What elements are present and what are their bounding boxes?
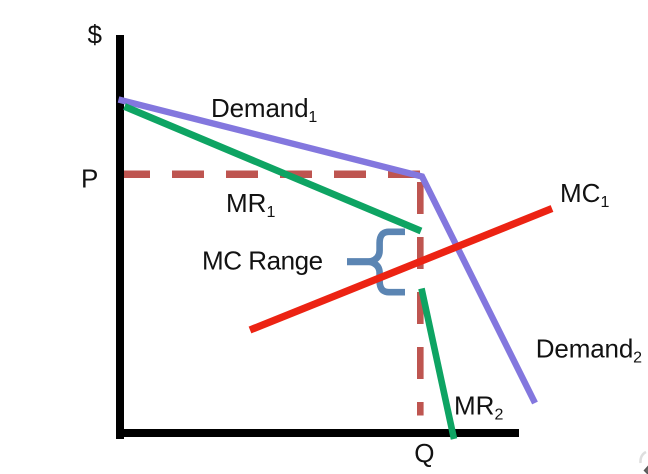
svg-text:$: $ xyxy=(88,20,103,50)
svg-text:MC Range: MC Range xyxy=(202,245,323,275)
svg-text:P: P xyxy=(81,164,98,194)
svg-text:Demand2: Demand2 xyxy=(536,334,642,367)
svg-text:Q: Q xyxy=(414,438,434,468)
svg-text:Demand1: Demand1 xyxy=(211,93,317,126)
